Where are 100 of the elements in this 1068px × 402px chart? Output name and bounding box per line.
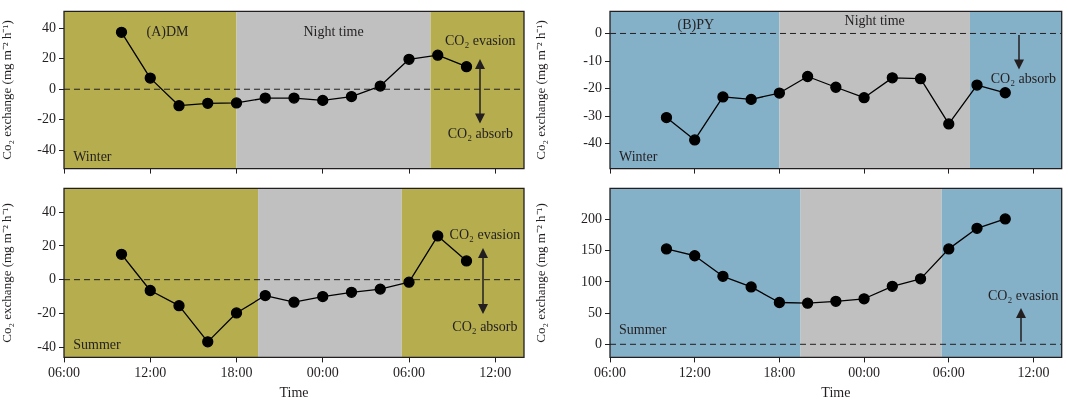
x-axis-title: Time <box>279 385 309 401</box>
point <box>230 307 243 319</box>
point <box>259 92 271 104</box>
x-tick-label: 18:00 <box>763 365 796 381</box>
y-axis-title: Co₂ exchange (mg m⁻² h⁻¹) <box>533 203 549 343</box>
y-tick-label: -30 <box>583 107 602 123</box>
point <box>317 94 329 107</box>
point <box>943 118 955 130</box>
y-tick-label: -20 <box>583 80 602 96</box>
annotation: Winter <box>619 149 658 165</box>
band-label: Night time <box>844 12 905 28</box>
y-tick-label: -40 <box>583 135 602 151</box>
point <box>660 111 673 124</box>
point <box>999 213 1011 225</box>
point <box>288 92 300 104</box>
y-axis-title: Co₂ exchange (mg m⁻² h⁻¹) <box>0 20 15 160</box>
point <box>202 97 214 109</box>
y-tick-label: 40 <box>42 203 56 219</box>
x-tick-label: 06:00 <box>393 365 425 381</box>
point <box>460 61 473 73</box>
point <box>230 97 243 109</box>
x-tick-label: 06:00 <box>48 365 80 381</box>
point <box>403 276 415 288</box>
annotation: CO₂ evasion <box>445 32 516 48</box>
point <box>717 270 729 282</box>
point <box>403 53 415 65</box>
x-axis-title: Time <box>821 385 851 401</box>
point <box>943 243 955 255</box>
point <box>773 87 786 99</box>
point <box>914 273 927 285</box>
y-tick-label: 20 <box>42 237 56 253</box>
point <box>830 295 842 307</box>
point <box>345 286 358 298</box>
point <box>858 293 870 305</box>
x-tick-label: 18:00 <box>220 365 253 381</box>
y-tick-label: 200 <box>581 211 602 227</box>
point <box>115 26 128 38</box>
y-tick-label: 100 <box>581 273 602 289</box>
y-tick-label: 40 <box>42 19 56 35</box>
y-tick-label: -40 <box>37 141 56 157</box>
y-tick-label: 0 <box>595 25 602 41</box>
point <box>886 280 898 292</box>
y-tick-label: 50 <box>588 304 602 320</box>
point <box>345 90 358 103</box>
annotation: CO₂ evasion <box>449 227 521 243</box>
y-tick-label: -20 <box>37 111 56 127</box>
annotation: CO₂ absorb <box>452 318 518 334</box>
point <box>801 297 814 309</box>
y-tick-label: -40 <box>37 338 56 354</box>
y-axis-title: Co₂ exchange (mg m⁻² h⁻¹) <box>0 203 15 343</box>
point <box>745 281 757 293</box>
point <box>971 79 983 91</box>
point <box>745 93 757 106</box>
point <box>801 70 814 83</box>
point <box>374 283 386 295</box>
point <box>144 72 156 84</box>
annotation: Summer <box>73 337 121 353</box>
x-tick-label: 06:00 <box>932 365 965 381</box>
annotation: Summer <box>619 322 667 338</box>
x-tick-label: 12:00 <box>678 365 711 381</box>
point <box>689 250 701 262</box>
band-label: Night time <box>303 23 364 39</box>
point <box>173 100 185 112</box>
point <box>689 134 701 146</box>
point <box>999 87 1011 99</box>
point <box>717 91 729 103</box>
point <box>830 81 842 93</box>
y-tick-label: -10 <box>583 52 602 68</box>
annotation: Winter <box>73 149 112 165</box>
y-tick-label: 20 <box>42 50 56 66</box>
point <box>773 296 786 309</box>
point <box>886 72 898 84</box>
y-tick-label: 0 <box>49 80 56 96</box>
x-tick-label: 00:00 <box>306 365 339 381</box>
x-tick-label: 12:00 <box>1017 365 1050 381</box>
point <box>858 92 870 104</box>
x-tick-label: 12:00 <box>479 365 512 381</box>
point <box>914 73 927 85</box>
annotation: CO₂ evasion <box>988 288 1059 304</box>
point <box>288 296 300 308</box>
point <box>971 222 983 234</box>
point <box>660 243 673 255</box>
point <box>374 80 386 92</box>
point <box>259 289 271 302</box>
point <box>173 300 185 312</box>
point <box>432 230 444 242</box>
point <box>317 290 329 303</box>
point <box>460 255 473 267</box>
point <box>432 49 444 61</box>
point <box>202 336 214 348</box>
point <box>115 248 128 260</box>
y-tick-label: 0 <box>595 335 602 351</box>
x-tick-label: 00:00 <box>848 365 881 381</box>
x-tick-label: 06:00 <box>594 365 626 381</box>
y-tick-label: 150 <box>581 242 602 258</box>
annotation: CO₂ absorb <box>990 71 1056 87</box>
y-axis-title: Co₂ exchange (mg m⁻² h⁻¹) <box>533 20 549 160</box>
annotation: CO₂ absorb <box>447 125 513 141</box>
y-tick-label: 0 <box>49 271 56 287</box>
chart-title: (B)PY <box>677 17 715 34</box>
